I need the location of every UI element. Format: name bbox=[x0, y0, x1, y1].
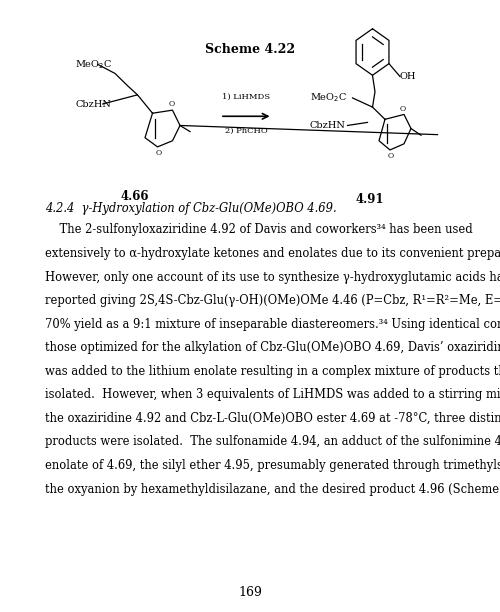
Text: O: O bbox=[168, 100, 174, 108]
Text: OH: OH bbox=[400, 72, 416, 81]
Text: the oxaziridine 4.92 and Cbz-L-Glu(OMe)OBO ester 4.69 at -78°C, three distinct: the oxaziridine 4.92 and Cbz-L-Glu(OMe)O… bbox=[45, 412, 500, 425]
Text: isolated.  However, when 3 equivalents of LiHMDS was added to a stirring mixture: isolated. However, when 3 equivalents of… bbox=[45, 388, 500, 401]
Text: was added to the lithium enolate resulting in a complex mixture of products that: was added to the lithium enolate resulti… bbox=[45, 365, 500, 378]
Text: However, only one account of its use to synthesize γ-hydroxyglutamic acids has b: However, only one account of its use to … bbox=[45, 271, 500, 283]
Text: 2) PhCHO: 2) PhCHO bbox=[225, 127, 268, 135]
Text: 70% yield as a 9:1 mixture of inseparable diastereomers.³⁴ Using identical condi: 70% yield as a 9:1 mixture of inseparabl… bbox=[45, 318, 500, 330]
Text: products were isolated.  The sulfonamide 4.94, an adduct of the sulfonimine 4.93: products were isolated. The sulfonamide … bbox=[45, 436, 500, 449]
Text: O: O bbox=[400, 105, 406, 113]
Text: Scheme 4.22: Scheme 4.22 bbox=[205, 43, 295, 56]
Text: 1) LiHMDS: 1) LiHMDS bbox=[222, 93, 270, 101]
Text: enolate of 4.69, the silyl ether 4.95, presumably generated through trimethylsil: enolate of 4.69, the silyl ether 4.95, p… bbox=[45, 459, 500, 472]
Text: reported giving 2S,4S-Cbz-Glu(γ-OH)(OMe)OMe 4.46 (P=Cbz, R¹=R²=Me, E=OH) in: reported giving 2S,4S-Cbz-Glu(γ-OH)(OMe)… bbox=[45, 294, 500, 307]
Text: 4.91: 4.91 bbox=[356, 193, 384, 206]
Text: The 2-sulfonyloxaziridine 4.92 of Davis and coworkers³⁴ has been used: The 2-sulfonyloxaziridine 4.92 of Davis … bbox=[45, 223, 473, 236]
Text: extensively to α-hydroxylate ketones and enolates due to its convenient preparat: extensively to α-hydroxylate ketones and… bbox=[45, 247, 500, 260]
Text: 4.2.4  γ-Hydroxylation of Cbz-Glu(OMe)OBO 4.69.: 4.2.4 γ-Hydroxylation of Cbz-Glu(OMe)OBO… bbox=[45, 202, 337, 215]
Text: O: O bbox=[388, 152, 394, 160]
Text: MeO$_2$C: MeO$_2$C bbox=[75, 58, 112, 70]
Text: CbzHN: CbzHN bbox=[75, 100, 111, 108]
Text: 169: 169 bbox=[238, 586, 262, 599]
Text: 4.66: 4.66 bbox=[121, 190, 149, 203]
Text: CbzHN: CbzHN bbox=[310, 121, 346, 130]
Text: MeO$_2$C: MeO$_2$C bbox=[310, 92, 348, 104]
Text: the oxyanion by hexamethyldisilazane, and the desired product 4.96 (Scheme 4.24): the oxyanion by hexamethyldisilazane, an… bbox=[45, 482, 500, 496]
Text: O: O bbox=[156, 149, 162, 157]
Text: those optimized for the alkylation of Cbz-Glu(OMe)OBO 4.69, Davis’ oxaziridine 4: those optimized for the alkylation of Cb… bbox=[45, 341, 500, 354]
